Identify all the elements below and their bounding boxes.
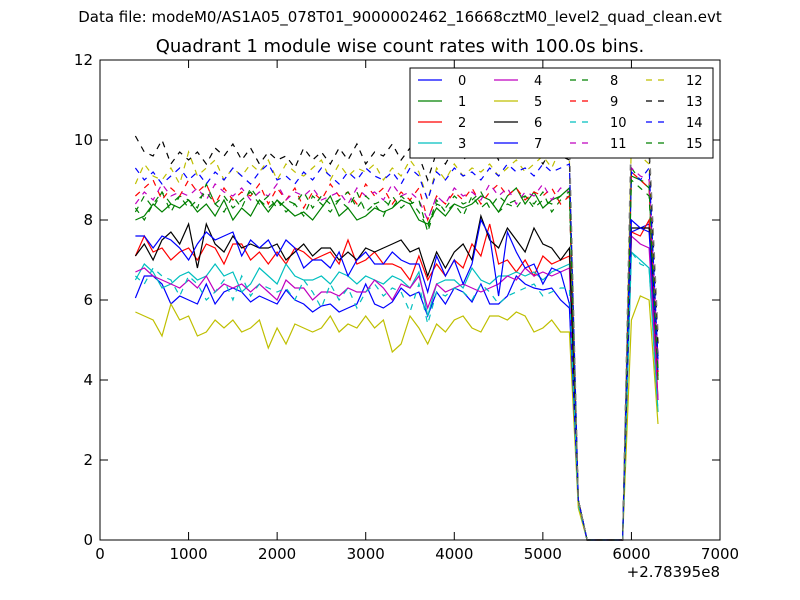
series-line-8 [134,166,659,541]
y-tick-label: 8 [83,211,93,229]
series-line-10 [134,250,659,541]
legend-label: 11 [610,137,627,152]
x-tick-label: 3000 [347,545,385,563]
series-line-1 [135,175,659,541]
legend-label: 4 [534,74,542,89]
series-line-5 [135,295,659,541]
x-tick-label: 7000 [701,545,739,563]
legend-label: 1 [458,95,466,110]
legend-box [409,67,714,159]
x-tick-label: 5000 [524,545,562,563]
series-line-13 [134,129,659,541]
legend-label: 12 [686,74,703,89]
legend-label: 9 [610,95,618,110]
legend-label: 15 [686,137,703,152]
x-tick-label: 6000 [612,545,650,563]
series-line-0 [134,223,659,541]
x-tick-label: 2000 [258,545,296,563]
series-line-12 [134,137,659,541]
figure-suptitle: Data file: modeM0/AS1A05_078T01_90000024… [78,8,722,26]
series-line-14 [134,163,659,541]
series-layer [134,109,659,541]
y-tick-label: 0 [83,531,93,549]
legend-label: 14 [686,116,703,131]
legend-label: 7 [534,137,542,152]
series-line-extra-16 [418,109,659,541]
series-line-6 [134,213,659,541]
series-line-9 [134,170,659,541]
x-tick-label: 4000 [435,545,473,563]
series-line-7 [135,218,659,541]
legend-label: 5 [534,95,542,110]
series-line-2 [134,217,659,541]
y-tick-label: 6 [83,291,93,309]
y-tick-label: 12 [74,51,93,69]
series-line-15 [134,178,659,541]
x-offset-label: +2.78395e8 [627,563,720,581]
legend-label: 2 [458,116,466,131]
x-tick-label: 0 [95,545,105,563]
x-tick-label: 1000 [169,545,207,563]
legend-label: 10 [610,116,627,131]
legend-label: 6 [534,116,542,131]
y-tick-label: 10 [74,131,93,149]
legend-label: 13 [686,95,703,110]
y-tick-label: 2 [83,451,93,469]
legend-label: 0 [458,74,466,89]
legend-label: 8 [610,74,618,89]
series-line-4 [135,234,659,541]
series-line-11 [134,166,659,541]
chart-title: Quadrant 1 module wise count rates with … [155,36,645,57]
legend-label: 3 [458,137,466,152]
y-tick-label: 4 [83,371,93,389]
